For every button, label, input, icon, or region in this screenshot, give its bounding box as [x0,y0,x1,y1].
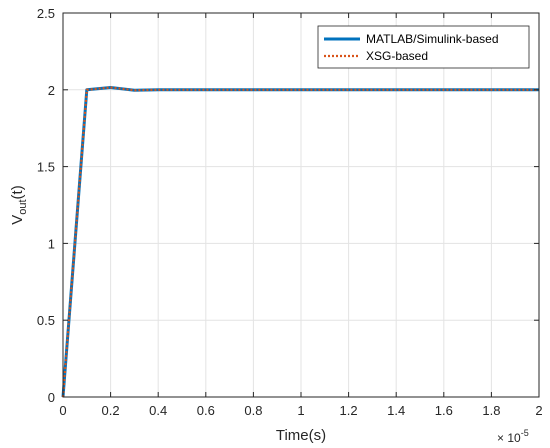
y-tick-label: 0 [48,390,55,405]
y-axis-label-subscript: out [17,199,29,214]
x-tick-label: 1.6 [435,403,453,418]
x-tick-label: 1.4 [387,403,405,418]
x-multiplier: × 10-5 [497,428,529,445]
x-tick-label: 2 [535,403,542,418]
y-tick-label: 1.5 [37,160,55,175]
series-layer [61,86,539,398]
x-tick-label: 1.8 [482,403,500,418]
y-tick-label: 2 [48,83,55,98]
y-axis-label-base: V [9,215,26,225]
x-tick-label: 0.6 [197,403,215,418]
x-tick-label: 0 [59,403,66,418]
ticks [62,12,540,398]
legend: MATLAB/Simulink-based XSG-based [317,25,530,69]
x-tick-label: 1.2 [340,403,358,418]
x-tick-label: 0.2 [102,403,120,418]
series-line-xsg [61,86,539,398]
legend-label-xsg: XSG-based [366,49,428,63]
y-tick-label: 0.5 [37,313,55,328]
y-tick-label: 2.5 [37,6,55,21]
x-multiplier-exponent: -5 [521,428,529,438]
y-tick-label: 1 [48,236,55,251]
legend-label-matlab: MATLAB/Simulink-based [366,32,499,46]
x-tick-label: 0.4 [149,403,167,418]
x-tick-label: 0.8 [244,403,262,418]
x-axis-label: Time(s) [276,427,326,444]
legend-box [317,25,530,69]
y-axis-label-rest: (t) [9,185,26,199]
y-axis-label: Vout(t) [9,185,29,224]
x-tick-label: 1 [297,403,304,418]
x-multiplier-base: × 10 [497,431,521,445]
tick-labels: 0 0.2 0.4 0.6 0.8 1 1.2 1.4 1.6 1.8 2 0 0.5 1 1.5 2 2.5 [37,6,543,418]
